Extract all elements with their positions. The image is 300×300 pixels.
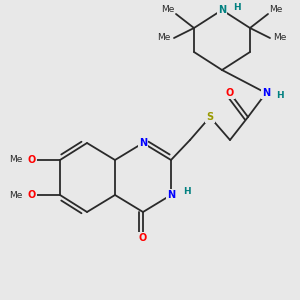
Text: N: N [167,190,175,200]
Text: O: O [139,233,147,243]
Text: N: N [139,138,147,148]
Text: H: H [233,2,241,11]
Text: Me: Me [9,155,23,164]
Text: Me: Me [161,4,175,14]
Text: Me: Me [269,4,283,14]
Text: N: N [218,5,226,15]
Text: N: N [262,88,270,98]
Text: Me: Me [157,34,171,43]
Text: S: S [206,112,214,122]
Text: Me: Me [273,34,287,43]
Text: H: H [183,187,190,196]
Text: Me: Me [9,190,23,200]
Text: H: H [276,92,284,100]
Text: O: O [28,190,36,200]
Text: O: O [28,155,36,165]
Text: O: O [226,88,234,98]
